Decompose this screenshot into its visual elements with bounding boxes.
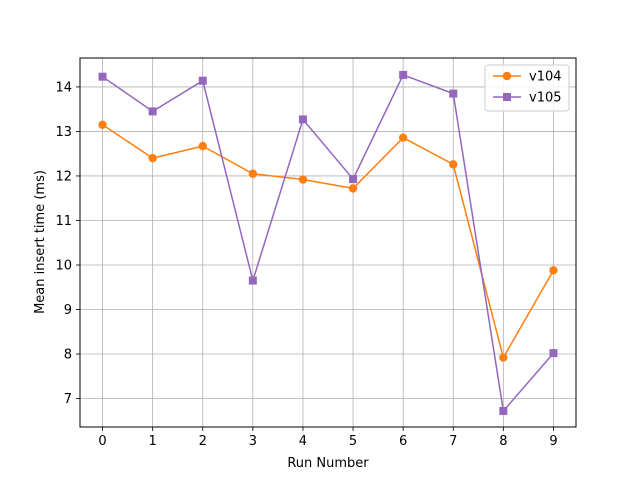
data-point-v104 <box>98 120 107 129</box>
data-point-v104 <box>298 175 308 184</box>
y-tick-label: 12 <box>55 169 72 184</box>
data-point-v105 <box>449 89 458 98</box>
y-tick-label: 11 <box>55 214 72 229</box>
legend-marker-v104 <box>502 71 512 81</box>
x-tick-label: 2 <box>199 434 207 449</box>
y-tick-label: 13 <box>55 125 72 140</box>
legend-label-v104: v104 <box>529 70 562 85</box>
x-tick-label: 0 <box>98 434 106 449</box>
data-point-v105 <box>248 276 257 285</box>
data-point-v104 <box>348 184 358 193</box>
data-point-v105 <box>499 406 508 415</box>
data-point-v104 <box>148 153 157 163</box>
x-tick-label: 7 <box>449 434 457 449</box>
data-point-v104 <box>398 133 408 142</box>
data-point-v105 <box>198 76 207 85</box>
y-tick-label: 8 <box>64 348 72 363</box>
x-tick-label: 1 <box>149 434 157 449</box>
data-point-v105 <box>549 349 558 358</box>
data-point-v105 <box>298 115 307 124</box>
data-point-v105 <box>148 107 157 116</box>
legend-item-v104: v104 <box>493 70 562 85</box>
series-line-v104 <box>102 124 555 359</box>
x-tick-label: 5 <box>349 434 357 449</box>
data-point-v104 <box>248 169 258 178</box>
x-tick-label: 8 <box>499 434 507 449</box>
data-point-v104 <box>449 160 458 169</box>
series-layer <box>98 70 558 415</box>
data-point-v105 <box>399 70 408 79</box>
data-point-v105 <box>98 72 107 81</box>
legend: v104 v105 <box>484 64 570 112</box>
grid <box>80 58 576 427</box>
y-tick-label: 7 <box>64 392 72 407</box>
legend-item-v105: v105 <box>493 91 562 106</box>
y-tick-label: 14 <box>55 80 72 95</box>
data-point-v104 <box>549 266 558 275</box>
plot-frame <box>79 57 577 428</box>
x-tick-label: 4 <box>299 434 307 449</box>
x-tick-label: 3 <box>249 434 257 449</box>
x-tick-label: 6 <box>399 434 407 449</box>
x-tick-label: 9 <box>549 434 557 449</box>
series-v105 <box>98 70 558 415</box>
legend-label-v105: v105 <box>529 91 562 106</box>
legend-marker-v105 <box>503 93 511 101</box>
series-v104 <box>98 120 558 362</box>
y-tick-label: 9 <box>64 303 72 318</box>
data-point-v105 <box>349 175 358 184</box>
x-axis-label: Run Number <box>287 456 369 471</box>
data-point-v104 <box>499 353 508 362</box>
series-line-v105 <box>102 74 555 412</box>
y-axis-label: Mean insert time (ms) <box>33 170 48 314</box>
data-point-v104 <box>198 141 207 151</box>
y-tick-label: 10 <box>55 258 72 273</box>
